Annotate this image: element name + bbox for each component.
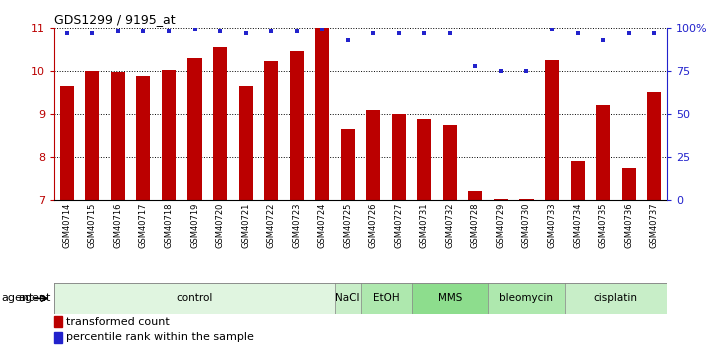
Bar xyxy=(54,316,62,327)
Text: cisplatin: cisplatin xyxy=(594,294,638,303)
Text: GSM40714: GSM40714 xyxy=(62,203,71,248)
Bar xyxy=(366,110,380,200)
Bar xyxy=(622,168,636,200)
Point xyxy=(495,68,507,73)
Point xyxy=(521,68,532,73)
Text: GSM40715: GSM40715 xyxy=(88,203,97,248)
Text: transformed count: transformed count xyxy=(66,317,170,327)
Point xyxy=(240,30,252,36)
Text: GSM40731: GSM40731 xyxy=(420,203,429,248)
Point xyxy=(419,30,430,36)
Text: MMS: MMS xyxy=(438,294,462,303)
Point xyxy=(265,28,277,34)
Text: GSM40720: GSM40720 xyxy=(216,203,224,248)
Bar xyxy=(392,114,406,200)
Bar xyxy=(417,119,431,200)
Bar xyxy=(290,51,304,200)
Text: GSM40719: GSM40719 xyxy=(190,203,199,248)
Point xyxy=(572,30,583,36)
Text: NaCl: NaCl xyxy=(335,294,360,303)
Bar xyxy=(360,283,412,314)
Text: GSM40716: GSM40716 xyxy=(113,203,123,248)
Text: GSM40727: GSM40727 xyxy=(394,203,403,248)
Point xyxy=(623,30,634,36)
Bar xyxy=(565,283,667,314)
Bar xyxy=(136,76,151,200)
Bar xyxy=(335,283,360,314)
Bar xyxy=(596,105,610,200)
Point xyxy=(163,28,174,34)
Text: GSM40735: GSM40735 xyxy=(598,203,608,248)
Text: GSM40736: GSM40736 xyxy=(624,203,633,248)
Text: GSM40717: GSM40717 xyxy=(139,203,148,248)
Point xyxy=(87,30,98,36)
Point xyxy=(547,27,558,32)
Text: percentile rank within the sample: percentile rank within the sample xyxy=(66,332,255,342)
Point xyxy=(444,30,456,36)
Text: GSM40724: GSM40724 xyxy=(318,203,327,248)
Point xyxy=(597,37,609,42)
Bar xyxy=(111,71,125,200)
Text: bleomycin: bleomycin xyxy=(500,294,554,303)
Point xyxy=(469,63,481,68)
Bar xyxy=(443,126,457,200)
Point xyxy=(214,28,226,34)
Text: GSM40721: GSM40721 xyxy=(241,203,250,248)
Bar xyxy=(488,283,565,314)
Text: GSM40730: GSM40730 xyxy=(522,203,531,248)
Bar xyxy=(647,92,661,200)
Text: EtOH: EtOH xyxy=(373,294,399,303)
Text: GSM40728: GSM40728 xyxy=(471,203,480,248)
Point xyxy=(189,27,200,32)
Bar xyxy=(519,199,534,200)
Bar xyxy=(85,71,99,200)
Point xyxy=(138,28,149,34)
Text: GSM40725: GSM40725 xyxy=(343,203,353,248)
Text: GSM40718: GSM40718 xyxy=(164,203,174,248)
Text: GSM40722: GSM40722 xyxy=(267,203,275,248)
Bar xyxy=(54,283,335,314)
Text: agent: agent xyxy=(1,294,33,303)
Text: GSM40732: GSM40732 xyxy=(446,203,454,248)
Bar xyxy=(570,161,585,200)
Point xyxy=(342,37,353,42)
Bar xyxy=(341,129,355,200)
Bar xyxy=(412,283,488,314)
Text: GSM40726: GSM40726 xyxy=(368,203,378,248)
Bar xyxy=(469,191,482,200)
Point xyxy=(112,28,124,34)
Bar xyxy=(60,86,74,200)
Point xyxy=(393,30,404,36)
Bar xyxy=(187,58,202,200)
Text: GSM40733: GSM40733 xyxy=(547,203,557,248)
Text: control: control xyxy=(177,294,213,303)
Point xyxy=(368,30,379,36)
Bar xyxy=(213,47,227,200)
Bar xyxy=(162,70,176,200)
Text: GDS1299 / 9195_at: GDS1299 / 9195_at xyxy=(54,13,176,27)
Bar xyxy=(54,332,62,343)
Text: GSM40729: GSM40729 xyxy=(497,203,505,248)
Bar xyxy=(494,199,508,200)
Bar xyxy=(315,28,329,200)
Bar xyxy=(545,60,559,200)
Text: agent: agent xyxy=(18,294,50,303)
Point xyxy=(61,30,73,36)
Point xyxy=(648,30,660,36)
Bar xyxy=(264,61,278,200)
Text: GSM40734: GSM40734 xyxy=(573,203,582,248)
Text: GSM40737: GSM40737 xyxy=(650,203,659,248)
Point xyxy=(291,28,302,34)
Text: GSM40723: GSM40723 xyxy=(292,203,301,248)
Bar xyxy=(239,86,252,200)
Point xyxy=(317,27,328,32)
